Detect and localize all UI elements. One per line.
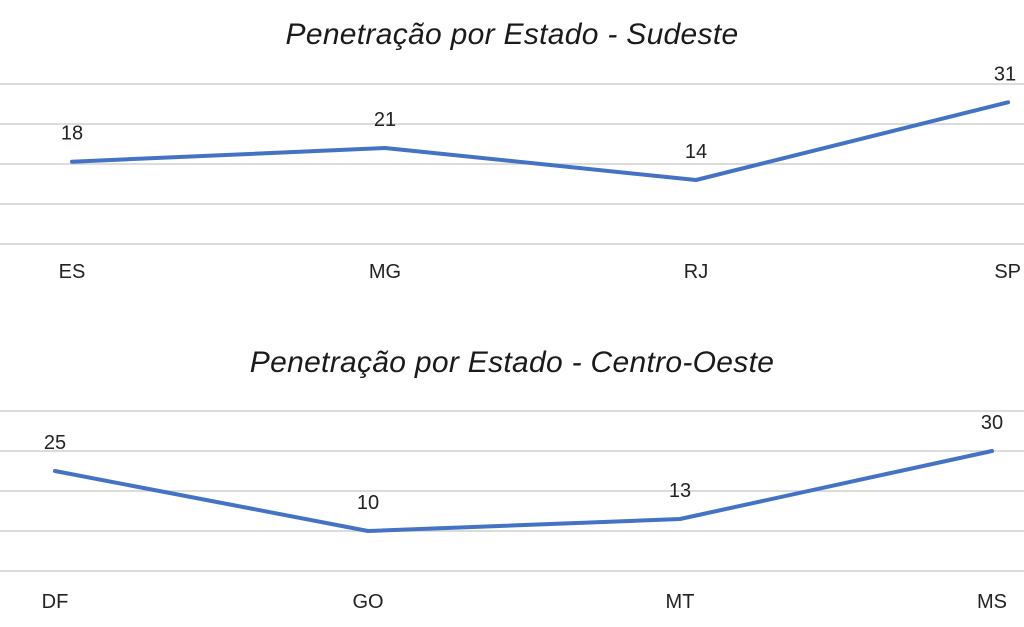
data-label: 14	[685, 141, 707, 163]
data-label: 13	[669, 480, 691, 502]
x-tick-label: MT	[666, 591, 695, 613]
data-label: 31	[994, 63, 1016, 85]
x-tick-label: MG	[369, 261, 401, 283]
data-label: 18	[61, 123, 83, 145]
x-tick-label: GO	[352, 591, 383, 613]
x-tick-label: SP	[994, 261, 1021, 283]
data-label: 30	[981, 412, 1003, 434]
data-label: 21	[374, 109, 396, 131]
data-label: 25	[44, 432, 66, 454]
series-line-1	[53, 449, 994, 533]
x-tick-label: RJ	[684, 261, 708, 283]
x-tick-label: ES	[59, 261, 86, 283]
data-label: 10	[357, 492, 379, 514]
chart-title-centro-oeste: Penetração por Estado - Centro-Oeste	[249, 346, 775, 379]
x-tick-label: DF	[42, 591, 69, 613]
x-tick-label: MS	[977, 591, 1007, 613]
series-line-0	[70, 100, 1010, 182]
chart-title-sudeste: Penetração por Estado - Sudeste	[285, 18, 739, 51]
